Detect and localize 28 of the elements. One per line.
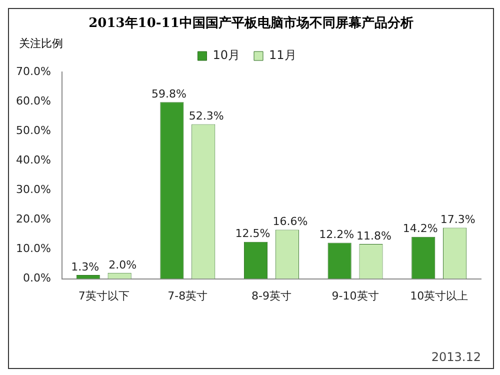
data-label: 59.8% bbox=[151, 87, 186, 100]
data-label: 16.6% bbox=[272, 215, 308, 228]
data-label: 2.0% bbox=[108, 258, 137, 272]
data-label: 12.5% bbox=[235, 227, 270, 240]
y-tick-label: 10.0% bbox=[16, 242, 51, 256]
y-axis-title: 关注比例 bbox=[19, 36, 64, 50]
chart-title: 2013年10-11中国国产平板电脑市场不同屏幕产品分析 bbox=[88, 14, 414, 32]
data-label: 17.3% bbox=[440, 213, 476, 226]
text: 2013.12 bbox=[431, 350, 481, 364]
x-tick-label: 7英寸以下 bbox=[78, 289, 130, 302]
y-tick-label: 60.0% bbox=[16, 94, 51, 108]
x-tick-label: 8-9英寸 bbox=[251, 289, 292, 302]
y-tick-label: 70.0% bbox=[16, 64, 51, 78]
y-tick-label: 0.0% bbox=[22, 272, 51, 285]
legend-label: 11月 bbox=[269, 48, 296, 62]
y-tick-label: 50.0% bbox=[16, 124, 51, 137]
y-tick-label: 30.0% bbox=[16, 183, 51, 196]
data-label: 12.2% bbox=[319, 228, 354, 242]
data-label: 14.2% bbox=[402, 222, 438, 236]
data-label: 11.8% bbox=[356, 229, 392, 242]
legend-label: 10月 bbox=[212, 48, 240, 62]
y-tick-label: 40.0% bbox=[16, 153, 51, 166]
data-label: 1.3% bbox=[71, 260, 100, 274]
y-tick-label: 20.0% bbox=[16, 212, 51, 226]
x-tick-label: 7-8英寸 bbox=[168, 289, 208, 302]
x-tick-label: 9-10英寸 bbox=[332, 289, 379, 302]
x-tick-label: 10英寸以上 bbox=[410, 289, 468, 302]
data-label: 52.3% bbox=[188, 110, 224, 123]
